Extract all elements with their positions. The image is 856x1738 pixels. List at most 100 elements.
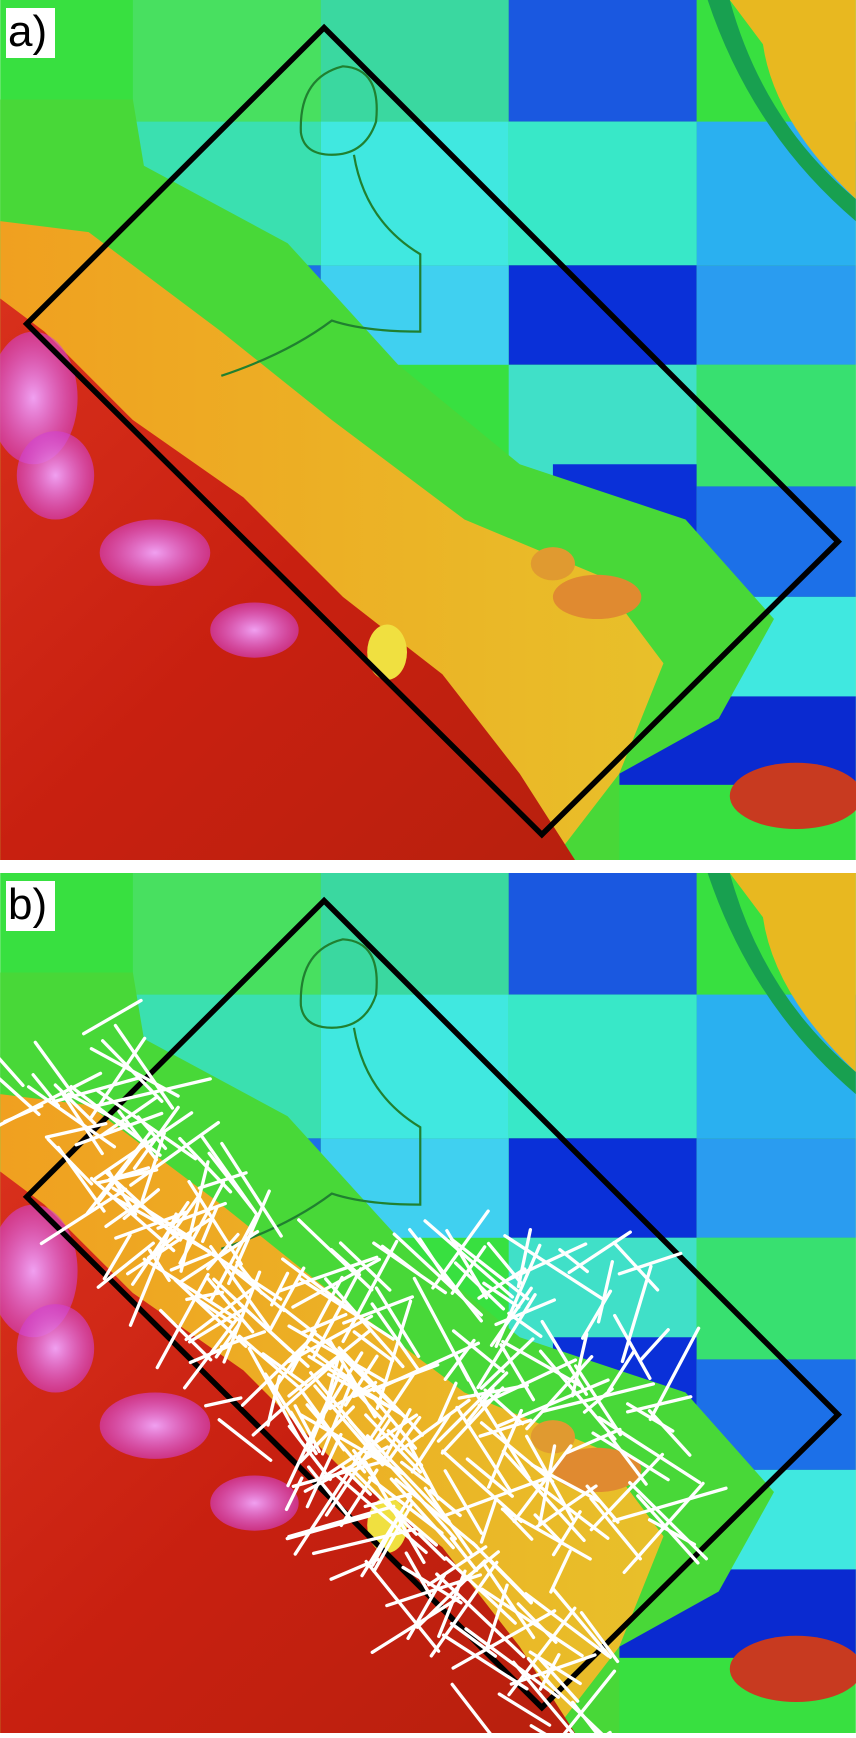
lineament [401,1565,463,1605]
lineament [400,1398,471,1451]
lineament [298,1405,355,1464]
lineament [453,1261,506,1311]
lineament [204,1396,243,1408]
lineament [597,1416,702,1485]
lineament [509,1653,597,1686]
lineament [303,1445,390,1493]
lineament [482,1281,521,1309]
lineament [372,1397,418,1450]
lineament [400,1460,432,1486]
lineament [579,1611,620,1664]
lineament [178,1136,233,1194]
lineament [360,1495,413,1578]
lineament [328,1380,378,1411]
lineament [372,1501,414,1573]
panel-label: b) [6,880,56,932]
lineament [423,1486,473,1556]
lineament [237,1334,300,1388]
lineament [287,1504,396,1539]
lineament [285,1514,371,1541]
lineament [364,1413,423,1474]
panel-b: b) [0,873,856,1738]
lineament [187,1307,246,1344]
lineament [612,1486,728,1523]
lineament [188,1344,230,1365]
lineament [197,1171,248,1190]
lineament [622,1481,705,1574]
lineament [389,1477,455,1550]
lineament [408,1444,441,1501]
lineament [324,1417,392,1517]
lineament [289,1410,318,1456]
lineament [352,1448,377,1481]
lineament [512,1444,573,1523]
lineament [427,1545,488,1587]
lineament [209,1212,259,1303]
lineament [287,1324,386,1383]
lineament [74,1111,164,1147]
lineament [648,1326,701,1422]
lineament [0,1077,41,1117]
lineament [507,1311,543,1338]
lineament [159,1308,213,1362]
lineament [270,1271,290,1307]
lineament [0,1056,25,1087]
lineament [589,1496,642,1561]
lineament [540,1319,589,1396]
lineament [301,1312,348,1335]
lineament [436,1371,509,1443]
lineament [488,1557,533,1604]
lineament [217,1418,273,1462]
lineament [524,1592,610,1658]
lineament [404,1551,432,1598]
lineament [406,1573,447,1641]
lineament [486,1408,523,1489]
map [0,873,856,1738]
lineament [589,1452,665,1532]
lineament [485,1583,509,1650]
lineament [60,1091,104,1156]
lineament [607,1350,636,1393]
lineament [307,1465,352,1520]
lineament [67,1092,127,1127]
lineament [311,1527,417,1556]
lineament [443,1469,484,1535]
lineament [92,1077,212,1108]
lineament [449,1536,479,1573]
lineament [170,1194,201,1235]
lineament [247,1346,301,1441]
lineament [551,1587,612,1659]
lineament [620,1264,653,1364]
lineament [206,1232,240,1271]
lineament [284,1476,304,1512]
lineament [507,1606,577,1697]
lineament [538,1349,617,1441]
lineament [178,1181,226,1265]
lineament [626,1402,675,1433]
lineament [647,1409,692,1457]
lineament [155,1272,210,1370]
lineament [465,1457,514,1498]
lineament [476,1293,537,1390]
lineament [267,1266,306,1333]
lineament [394,1477,478,1548]
lineament [570,1332,589,1398]
lineament [278,1255,379,1293]
lineament [503,1234,606,1302]
lineament [437,1381,458,1424]
lineament [342,1295,415,1325]
lineament [558,1248,589,1274]
lineament [363,1492,413,1509]
lineament [81,998,143,1036]
lineament [613,1313,652,1381]
lineament [240,1336,314,1407]
lineament [415,1559,487,1629]
lineament [53,1083,97,1126]
lineament [482,1562,536,1640]
lineament [480,1587,584,1658]
lineament [85,1128,154,1215]
lineament [486,1241,523,1285]
lineament [502,1508,534,1541]
lineament [450,1682,496,1738]
lineament [220,1141,283,1238]
